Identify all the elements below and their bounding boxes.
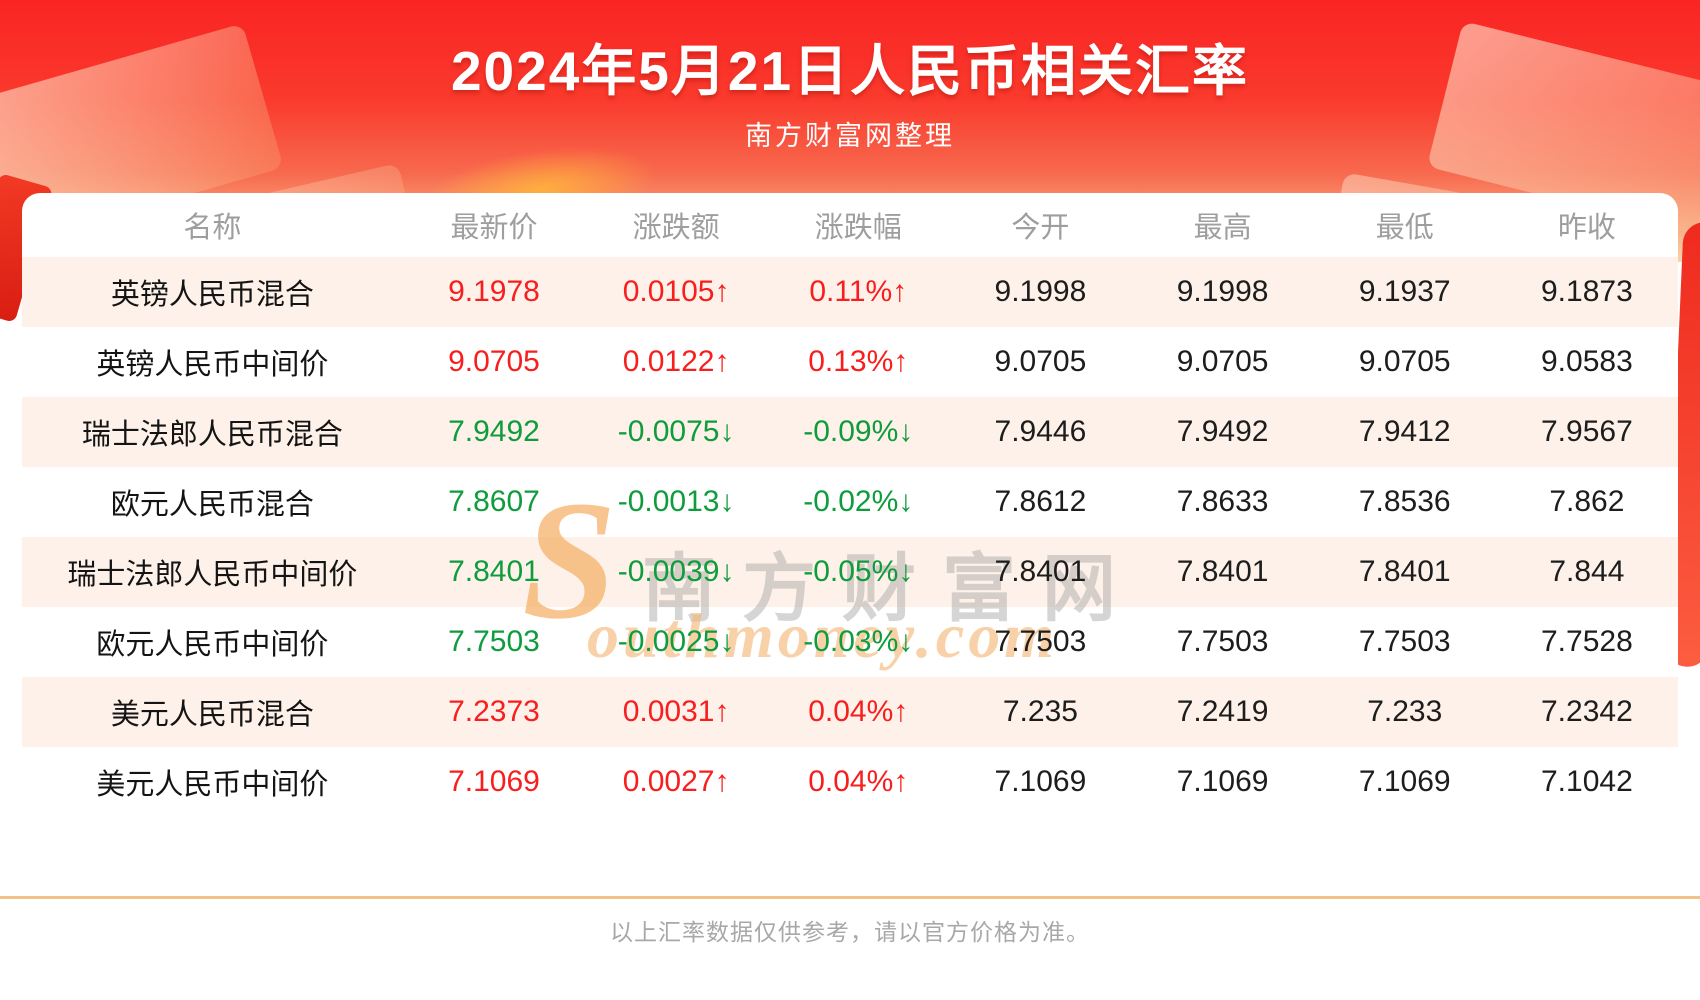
change-amount-value: -0.0013↓ [617, 485, 735, 518]
change-percent-value: 0.13%↑ [808, 345, 909, 378]
latest-price-value: 7.8401 [448, 555, 540, 588]
change-amount-value: -0.0075↓ [617, 415, 735, 448]
table-row: 瑞士法郎人民币混合 7.9492 -0.0075↓ -0.09%↓ 7.9446… [22, 397, 1678, 467]
rates-table-card: S 南方财富网 outhmoney.com 名称 最新价 涨跌额 涨跌幅 今开 … [22, 193, 1678, 818]
open-price-value: 7.7503 [994, 625, 1087, 658]
low-price-value: 7.8401 [1358, 555, 1451, 588]
latest-price-value: 9.0705 [448, 345, 540, 378]
high-price-value: 7.8401 [1176, 555, 1269, 588]
column-header: 涨跌幅 [814, 212, 902, 244]
table-row: 美元人民币混合 7.2373 0.0031↑ 0.04%↑ 7.235 7.24… [22, 677, 1678, 747]
open-price-value: 7.8612 [994, 485, 1087, 518]
low-price-value: 7.1069 [1358, 765, 1451, 798]
prev-close-value: 7.1042 [1541, 765, 1633, 798]
low-price-value: 7.7503 [1358, 625, 1451, 658]
prev-close-value: 7.2342 [1541, 695, 1633, 728]
change-amount-value: -0.0039↓ [617, 555, 735, 588]
latest-price-value: 7.1069 [448, 765, 540, 798]
instrument-name: 瑞士法郎人民币中间价 [67, 559, 358, 591]
column-header: 最低 [1375, 212, 1434, 244]
footer-divider [0, 896, 1700, 899]
table-row: 英镑人民币混合 9.1978 0.0105↑ 0.11%↑ 9.1998 9.1… [22, 257, 1678, 327]
latest-price-value: 7.7503 [448, 625, 540, 658]
change-amount-value: -0.0025↓ [617, 625, 735, 658]
table-row: 美元人民币中间价 7.1069 0.0027↑ 0.04%↑ 7.1069 7.… [22, 747, 1678, 817]
page-title: 2024年5月21日人民币相关汇率 [450, 40, 1250, 102]
high-price-value: 7.7503 [1176, 625, 1269, 658]
high-price-value: 7.9492 [1176, 415, 1269, 448]
change-amount-value: 0.0122↑ [622, 345, 730, 378]
instrument-name: 英镑人民币中间价 [96, 349, 329, 381]
open-price-value: 7.235 [1002, 695, 1078, 728]
prev-close-value: 7.9567 [1541, 415, 1633, 448]
change-amount-value: 0.0027↑ [622, 765, 730, 798]
instrument-name: 瑞士法郎人民币混合 [81, 419, 343, 451]
change-percent-value: -0.03%↓ [803, 625, 914, 658]
change-percent-value: -0.09%↓ [803, 415, 914, 448]
change-percent-value: 0.04%↑ [808, 695, 909, 728]
prev-close-value: 7.7528 [1541, 625, 1633, 658]
open-price-value: 7.1069 [994, 765, 1087, 798]
low-price-value: 7.8536 [1358, 485, 1451, 518]
instrument-name: 欧元人民币中间价 [96, 629, 329, 661]
table-row: 瑞士法郎人民币中间价 7.8401 -0.0039↓ -0.05%↓ 7.840… [22, 537, 1678, 607]
change-percent-value: 0.11%↑ [809, 275, 908, 308]
column-header: 名称 [183, 212, 242, 244]
high-price-value: 9.0705 [1176, 345, 1269, 378]
open-price-value: 7.8401 [994, 555, 1087, 588]
change-percent-value: -0.05%↓ [803, 555, 914, 588]
footer-disclaimer: 以上汇率数据仅供参考，请以官方价格为准。 [610, 919, 1090, 945]
instrument-name: 欧元人民币混合 [110, 489, 314, 521]
high-price-value: 9.1998 [1176, 275, 1269, 308]
change-amount-value: 0.0031↑ [622, 695, 730, 728]
column-header: 最新价 [450, 212, 538, 244]
instrument-name: 美元人民币混合 [110, 699, 314, 731]
page-subtitle: 南方财富网整理 [745, 121, 955, 151]
change-percent-value: -0.02%↓ [803, 485, 914, 518]
open-price-value: 9.0705 [994, 345, 1087, 378]
latest-price-value: 7.8607 [448, 485, 540, 518]
column-header: 昨收 [1557, 212, 1616, 244]
column-header: 今开 [1011, 212, 1070, 244]
prev-close-value: 7.862 [1549, 485, 1625, 518]
table-row: 英镑人民币中间价 9.0705 0.0122↑ 0.13%↑ 9.0705 9.… [22, 327, 1678, 397]
prev-close-value: 9.0583 [1541, 345, 1633, 378]
high-price-value: 7.2419 [1176, 695, 1269, 728]
instrument-name: 美元人民币中间价 [96, 769, 329, 801]
low-price-value: 9.0705 [1358, 345, 1451, 378]
high-price-value: 7.1069 [1176, 765, 1269, 798]
low-price-value: 7.9412 [1358, 415, 1451, 448]
table-body: 英镑人民币混合 9.1978 0.0105↑ 0.11%↑ 9.1998 9.1… [22, 257, 1678, 817]
instrument-name: 英镑人民币混合 [110, 279, 314, 311]
table-header-row: 名称 最新价 涨跌额 涨跌幅 今开 最高 最低 昨收 [22, 193, 1678, 257]
low-price-value: 7.233 [1367, 695, 1443, 728]
prev-close-value: 9.1873 [1541, 275, 1633, 308]
high-price-value: 7.8633 [1176, 485, 1269, 518]
latest-price-value: 7.9492 [448, 415, 540, 448]
column-header: 涨跌额 [632, 212, 720, 244]
open-price-value: 9.1998 [994, 275, 1087, 308]
column-header: 最高 [1193, 212, 1252, 244]
open-price-value: 7.9446 [994, 415, 1087, 448]
latest-price-value: 7.2373 [448, 695, 540, 728]
change-amount-value: 0.0105↑ [622, 275, 730, 308]
latest-price-value: 9.1978 [448, 275, 540, 308]
low-price-value: 9.1937 [1358, 275, 1451, 308]
prev-close-value: 7.844 [1549, 555, 1625, 588]
table-row: 欧元人民币中间价 7.7503 -0.0025↓ -0.03%↓ 7.7503 … [22, 607, 1678, 677]
table-row: 欧元人民币混合 7.8607 -0.0013↓ -0.02%↓ 7.8612 7… [22, 467, 1678, 537]
change-percent-value: 0.04%↑ [808, 765, 909, 798]
